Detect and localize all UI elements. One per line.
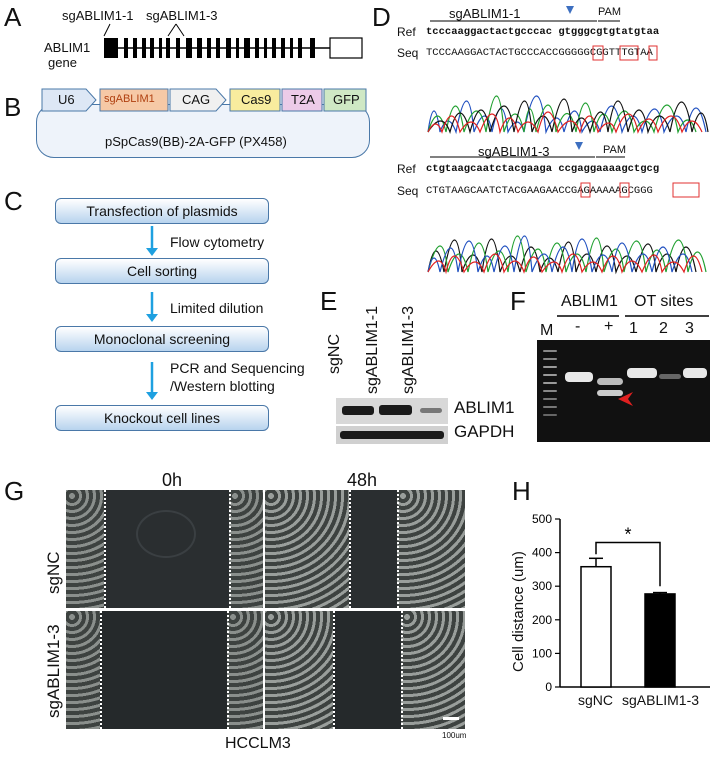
x-label-sgnc: sgNC [578,692,614,708]
u6-label: U6 [58,92,75,107]
arrow-label-dilution: Limited dilution [170,300,264,316]
ref-label-3: Ref [397,162,416,176]
step-cell-sorting: Cell sorting [55,258,269,284]
x-label-sgablim1-3: sgABLIM1-3 [622,692,700,708]
gene-structure-diagram [103,23,363,59]
pam-label-3: PAM [603,144,627,156]
lane-label-sg1: sgABLIM1-1 [364,305,381,394]
panel-label-b: B [4,92,22,122]
row-label-sgnc: sgNC [44,551,63,594]
panel-label-c: C [4,186,23,216]
seq-label-3: Seq [397,184,419,198]
cag-label: CAG [182,92,211,107]
gel-header-lines [557,315,709,317]
scale-bar [443,717,459,720]
blot-row-gapdh: GAPDH [454,422,515,441]
flow-arrows [146,226,158,400]
lane-label-sgnc: sgNC [326,333,343,374]
sg-element-label: sgABLIM1 [104,93,155,105]
ref-label-1: Ref [397,25,416,39]
scale-bar-label: 100um [442,731,467,740]
chromatogram-panel [427,6,709,275]
seq-text-3: CTGTAAGCAATCTACGAAGAACCGAGAAAAAGCGGG [426,185,653,197]
gel-lane-plus: + [604,318,614,335]
micrograph-sgablim1-3-0h [66,611,263,729]
arrow-label-pcr: PCR and Sequencing [170,360,305,376]
significance-bracket [595,541,661,587]
lane-label-sg3: sgABLIM1-3 [400,305,417,394]
gel-lane-3: 3 [685,320,694,337]
bar-sgNC [580,565,612,688]
gel-marker-label: M [540,322,554,339]
step-monoclonal: Monoclonal screening [55,326,269,352]
y-tick-label: 300 [532,579,552,593]
gene-label-2: gene [48,55,77,70]
sg3-label: sgABLIM1-3 [146,8,218,23]
plasmid-name: pSpCas9(BB)-2A-GFP (PX458) [105,134,287,149]
gel-lane-minus: - [575,318,581,335]
panel-label-d: D [372,2,391,32]
micrograph-sgnc-0h [66,490,263,608]
micrograph-sgnc-48h [265,490,465,608]
sg1-title: sgABLIM1-1 [449,6,521,21]
gel-ablim1-header: ABLIM1 [561,293,618,310]
plasmid-elements [41,88,367,112]
panel-label-f: F [510,286,526,316]
blot-ablim1 [336,398,448,424]
y-axis-label: Cell distance (um) [510,551,527,672]
gel-lane-1: 1 [629,320,638,337]
bar-chart: 0 100 200 300 400 500 * [532,512,710,694]
arrow-label-western: /Western blotting [170,378,275,394]
plasmid-backbone [36,104,370,158]
blot-row-ablim1: ABLIM1 [454,398,515,417]
sg3-title: sgABLIM1-3 [478,144,550,159]
bar-sgABLIM1-3 [644,593,676,688]
pam-label-1: PAM [598,6,622,18]
y-tick-label: 200 [532,613,552,627]
seq-label-1: Seq [397,46,419,60]
y-tick-label: 0 [545,680,552,694]
y-tick-label: 100 [532,646,552,660]
significance-star: * [624,525,631,545]
ref-seq-3: ctgtaagcaatctacgaaga ccgaggaaaagctgcg [426,163,660,175]
cleavage-arrowhead-icon [618,392,633,406]
panel-label-g: G [4,476,25,506]
gel-image [537,340,710,442]
t2a-label: T2A [291,92,315,107]
blot-gapdh [336,426,448,444]
gene-label: ABLIM1 [44,40,91,55]
time-label-0h: 0h [162,470,183,490]
y-tick-label: 500 [532,512,552,526]
row-label-sgablim1-3: sgABLIM1-3 [44,624,63,718]
cell-line-label: HCCLM3 [225,735,291,752]
gfp-label: GFP [333,92,360,107]
ref-seq-1: tcccaaggactactgcccac gtgggcgtgtatgtaa [426,26,660,38]
micrograph-sgablim1-3-48h [265,611,465,729]
panel-label-e: E [320,286,338,316]
time-label-48h: 48h [347,470,378,490]
sg1-label: sgABLIM1-1 [62,8,134,23]
panel-label-h: H [512,476,531,506]
seq-text-1: TCCCAAGGACTACTGCCCACCGGGGGCGGTTTGTAA [426,47,653,59]
arrow-label-flow: Flow cytometry [170,234,265,250]
step-transfection: Transfection of plasmids [55,198,269,224]
step-knockout: Knockout cell lines [55,405,269,431]
y-tick-label: 400 [532,546,552,560]
gel-lane-2: 2 [659,320,668,337]
panel-label-a: A [4,2,22,32]
gel-ot-header: OT sites [634,293,694,310]
cas9-label: Cas9 [241,92,272,107]
